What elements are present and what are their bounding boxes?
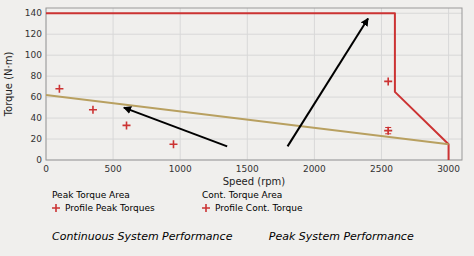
legend-marker	[52, 204, 60, 212]
scatter-point	[384, 127, 392, 135]
y-grid-line	[46, 118, 462, 119]
error-bar	[385, 128, 391, 134]
y-tick-label: 140	[25, 8, 42, 18]
scatter-point	[55, 85, 63, 93]
y-tick-label: 0	[36, 155, 42, 165]
arrow	[288, 18, 369, 146]
plot-frame	[46, 8, 462, 160]
y-grid-line	[46, 55, 462, 56]
y-tick-label: 60	[31, 92, 43, 102]
grid	[46, 8, 462, 160]
caption: Continuous System Performance	[52, 230, 233, 243]
y-tick-label: 120	[25, 29, 42, 39]
arrow	[124, 108, 227, 147]
scatter-point	[384, 77, 392, 85]
x-grid-line	[314, 8, 315, 160]
legend-title: Cont. Torque Area	[202, 190, 282, 200]
y-tick-label: 40	[31, 113, 43, 123]
caption: Peak System Performance	[269, 230, 414, 243]
x-grid-line	[180, 8, 181, 160]
scatter-point	[169, 140, 177, 148]
x-grid-line	[381, 8, 382, 160]
x-axis-label: Speed (rpm)	[223, 176, 286, 187]
y-grid-line	[46, 34, 462, 35]
x-tick-label: 0	[43, 164, 49, 174]
y-axis-label: Torque (N·m)	[3, 52, 14, 118]
x-tick-label: 3000	[437, 164, 460, 174]
legend-label: Profile Peak Torques	[65, 203, 155, 213]
background	[0, 0, 474, 256]
arrows	[124, 18, 368, 146]
scatter-point	[89, 106, 97, 114]
legend-title: Peak Torque Area	[52, 190, 130, 200]
y-tick-label: 80	[31, 71, 43, 81]
y-tick-label: 100	[25, 50, 42, 60]
x-tick-label: 2500	[370, 164, 393, 174]
y-grid-line	[46, 76, 462, 77]
line	[46, 95, 449, 144]
legend-marker	[202, 204, 210, 212]
x-tick-label: 2000	[303, 164, 326, 174]
chart: 0 500 1000 1500 2000 2500 3000 0 20 40 60 80 100 120 1…	[0, 0, 474, 256]
line	[46, 13, 449, 160]
x-grid-line	[113, 8, 114, 160]
x-grid-line	[247, 8, 248, 160]
data	[46, 13, 449, 160]
y-tick-label: 20	[31, 134, 43, 144]
x-tick-label: 1500	[236, 164, 259, 174]
legend-label: Profile Cont. Torque	[215, 203, 303, 213]
x-tick-label: 500	[105, 164, 122, 174]
scatter-point	[123, 121, 131, 129]
x-tick-label: 1000	[169, 164, 192, 174]
x-grid-line	[448, 8, 449, 160]
